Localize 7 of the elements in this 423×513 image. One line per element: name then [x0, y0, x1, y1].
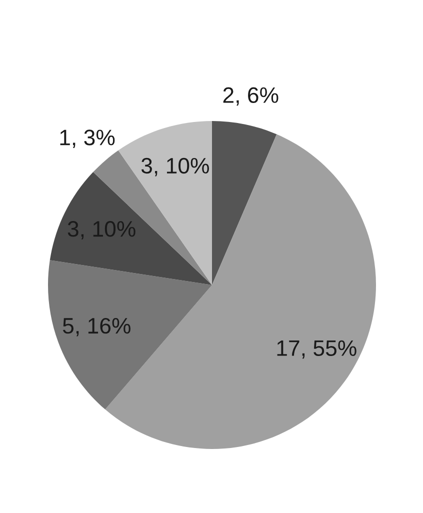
data-label: 17, 55%: [277, 340, 356, 359]
data-label: 1, 3%: [60, 130, 115, 148]
pie-slice: [93, 150, 212, 285]
data-label: 2, 6%: [223, 87, 278, 106]
data-label: 5, 16%: [62, 318, 130, 336]
data-label: 3, 10%: [141, 158, 209, 176]
pie-slice: [48, 260, 212, 410]
